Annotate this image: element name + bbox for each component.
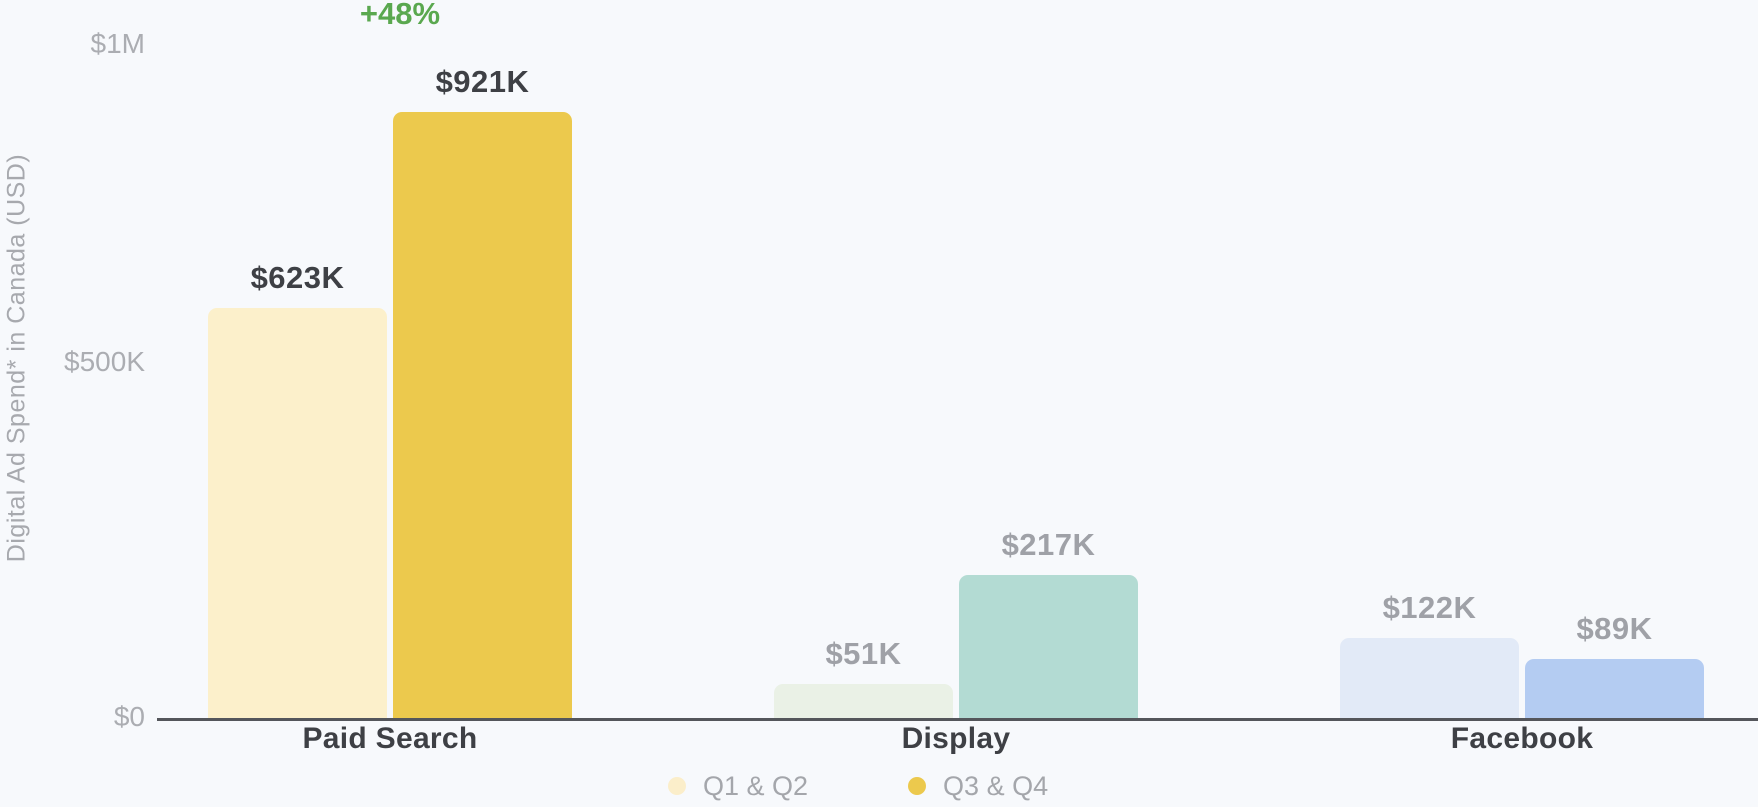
legend-item-q3q4[interactable]: Q3 & Q4 xyxy=(908,768,1048,804)
value-label-display-q3q4: $217K xyxy=(1001,527,1096,562)
legend-label-q3q4: Q3 & Q4 xyxy=(943,771,1049,801)
growth-annotation: +48% xyxy=(359,0,441,31)
legend: Q1 & Q2 Q3 & Q4 xyxy=(668,768,1048,804)
value-label-paid-search-q3q4: $921K xyxy=(435,64,530,99)
bar-paid-search-q1q2[interactable] xyxy=(208,308,387,718)
legend-label-q1q2: Q1 & Q2 xyxy=(703,771,809,801)
x-axis-line xyxy=(157,718,1758,721)
legend-item-q1q2[interactable]: Q1 & Q2 xyxy=(668,768,808,804)
value-label-paid-search-q1q2: $623K xyxy=(250,260,345,295)
x-label-paid-search: Paid Search xyxy=(302,722,478,755)
bar-facebook-q3q4[interactable] xyxy=(1525,659,1704,718)
y-tick-500k: $500K xyxy=(64,346,145,377)
bar-display-q3q4[interactable] xyxy=(959,575,1138,718)
value-label-facebook-q3q4: $89K xyxy=(1576,611,1653,646)
x-label-display: Display xyxy=(901,722,1011,755)
legend-dot-q3q4-icon xyxy=(908,777,927,795)
value-label-display-q1q2: $51K xyxy=(825,636,902,671)
legend-dot-q1q2-icon xyxy=(668,777,686,795)
bar-paid-search-q3q4[interactable] xyxy=(393,112,572,718)
value-label-facebook-q1q2: $122K xyxy=(1382,590,1477,625)
x-label-facebook: Facebook xyxy=(1450,722,1594,755)
bar-display-q1q2[interactable] xyxy=(774,684,953,718)
y-tick-0: $0 xyxy=(113,701,145,732)
bar-facebook-q1q2[interactable] xyxy=(1340,638,1519,718)
y-tick-1m: $1M xyxy=(90,28,145,59)
